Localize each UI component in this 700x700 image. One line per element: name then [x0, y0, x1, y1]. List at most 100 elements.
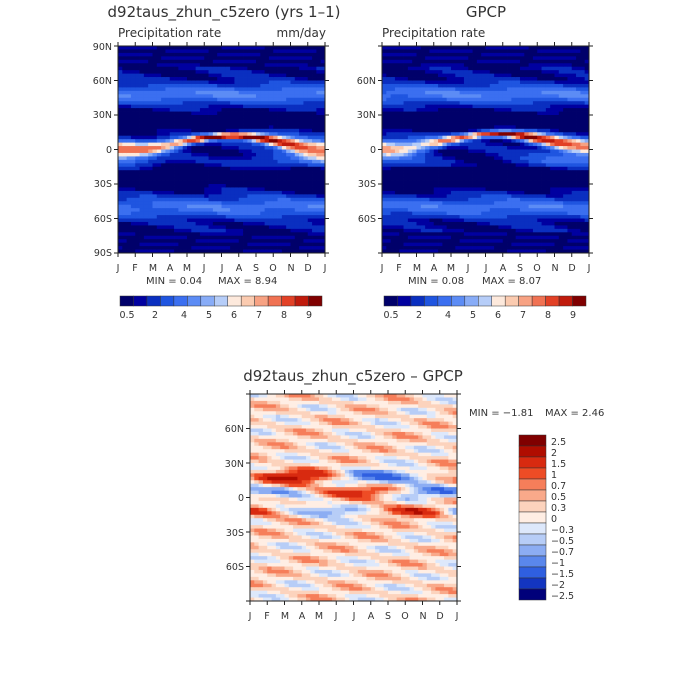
field-cell — [386, 83, 392, 88]
field-cell — [468, 94, 473, 99]
field-cell — [386, 108, 392, 112]
field-cell — [498, 139, 504, 143]
field-cell — [515, 173, 521, 178]
field-cell — [230, 180, 235, 185]
field-cell — [273, 56, 278, 61]
field-cell — [268, 128, 274, 133]
field-cell — [152, 52, 158, 57]
field-cell — [511, 56, 517, 61]
field-cell — [303, 132, 309, 137]
field-cell — [494, 170, 499, 175]
field-cell — [481, 166, 486, 171]
field-cell — [286, 115, 291, 119]
field-cell — [303, 156, 309, 161]
field-cell — [299, 149, 304, 154]
field-cell — [511, 139, 517, 143]
field-cell — [320, 90, 326, 95]
field-cell — [303, 97, 309, 102]
field-cell — [403, 97, 409, 102]
field-cell — [294, 77, 300, 81]
field-cell — [399, 239, 404, 244]
field-cell — [394, 228, 400, 233]
field-cell — [476, 118, 482, 123]
field-cell — [139, 232, 145, 237]
field-cell — [485, 170, 491, 175]
field-cell — [307, 139, 313, 143]
field-cell — [247, 180, 253, 185]
field-cell — [515, 128, 521, 133]
field-cell — [169, 46, 175, 50]
field-cell — [148, 194, 153, 199]
field-cell — [472, 156, 478, 161]
field-cell — [307, 94, 313, 99]
field-cell — [118, 225, 123, 230]
field-cell — [191, 115, 197, 119]
field-cell — [118, 49, 123, 54]
field-cell — [455, 177, 461, 181]
field-cell — [182, 90, 188, 95]
field-cell — [195, 139, 201, 143]
field-cell — [135, 221, 140, 226]
field-cell — [459, 111, 465, 116]
field-cell — [243, 121, 248, 126]
field-cell — [502, 101, 508, 106]
field-cell — [165, 83, 171, 88]
field-cell — [416, 208, 422, 212]
field-cell — [221, 211, 227, 216]
field-cell — [524, 128, 530, 133]
field-cell — [476, 132, 482, 137]
field-cell — [238, 77, 244, 81]
field-cell — [247, 170, 253, 175]
field-cell — [468, 101, 473, 106]
field-cell — [247, 197, 253, 202]
field-cell — [238, 87, 244, 92]
field-cell — [156, 221, 162, 226]
field-cell — [476, 190, 482, 195]
field-cell — [463, 190, 469, 195]
field-cell — [174, 52, 179, 57]
field-cell — [212, 121, 218, 126]
field-cell — [187, 225, 192, 230]
field-cell — [135, 228, 140, 233]
field-cell — [251, 156, 257, 161]
field-cell — [234, 90, 240, 95]
field-cell — [208, 170, 214, 175]
field-cell — [169, 235, 175, 240]
field-cell — [394, 83, 400, 88]
field-cell — [281, 242, 287, 247]
field-cell — [498, 170, 504, 175]
colorbar-swatch — [294, 295, 309, 307]
field-cell — [165, 118, 171, 123]
field-cell — [178, 177, 184, 181]
field-cell — [442, 166, 448, 171]
field-cell — [187, 125, 192, 130]
field-cell — [260, 94, 266, 99]
field-cell — [139, 135, 145, 140]
field-cell — [178, 146, 184, 150]
field-cell — [161, 173, 166, 178]
field-cell — [394, 152, 400, 157]
field-cell — [403, 218, 409, 223]
field-cell — [268, 246, 274, 250]
field-cell — [472, 77, 478, 81]
field-cell — [507, 218, 512, 223]
field-cell — [446, 156, 452, 161]
field-cell — [420, 135, 426, 140]
field-cell — [152, 208, 158, 212]
field-cell — [438, 52, 443, 57]
field-cell — [394, 170, 400, 175]
field-cell — [472, 83, 478, 88]
field-cell — [502, 194, 508, 199]
field-cell — [489, 232, 495, 237]
field-cell — [260, 59, 266, 64]
field-cell — [498, 173, 504, 178]
field-cell — [152, 239, 158, 244]
field-cell — [268, 46, 274, 50]
field-cell — [182, 49, 188, 54]
field-cell — [268, 159, 274, 164]
field-cell — [303, 163, 309, 168]
field-cell — [118, 59, 123, 64]
field-cell — [420, 59, 426, 64]
field-cell — [442, 249, 448, 254]
field-cell — [122, 83, 128, 88]
